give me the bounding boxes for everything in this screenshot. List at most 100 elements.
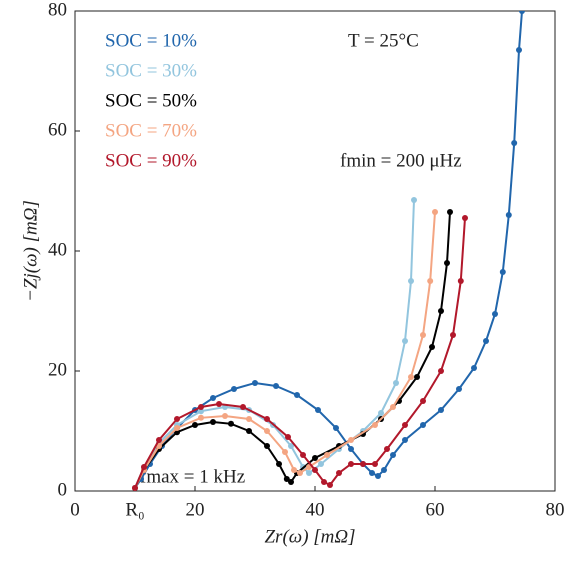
data-point xyxy=(420,398,426,404)
data-point xyxy=(288,479,294,485)
legend-entry: SOC = 70% xyxy=(105,120,197,141)
data-point xyxy=(457,278,464,284)
series-line xyxy=(134,199,415,489)
y-tick-label: 0 xyxy=(58,479,68,500)
data-point xyxy=(315,407,321,413)
legend-entry: SOC = 50% xyxy=(105,90,197,111)
annotation: T = 25°C xyxy=(348,30,419,51)
data-point xyxy=(276,461,282,467)
data-point xyxy=(390,404,396,410)
data-point xyxy=(456,386,462,392)
data-point xyxy=(198,414,204,421)
data-point xyxy=(174,416,180,422)
y-axis-label: −Zj(ω) [mΩ] xyxy=(20,200,41,302)
data-point xyxy=(511,140,518,146)
x-tick-label: 20 xyxy=(186,499,205,520)
data-point xyxy=(252,380,258,386)
data-point xyxy=(372,422,378,428)
data-point xyxy=(156,437,162,443)
data-point xyxy=(516,47,522,53)
data-point xyxy=(438,407,444,413)
data-point xyxy=(369,470,375,476)
data-point xyxy=(333,425,339,431)
data-point xyxy=(141,464,147,470)
data-point xyxy=(282,449,288,455)
data-point xyxy=(450,332,456,338)
data-point xyxy=(246,428,252,434)
data-point xyxy=(285,434,291,440)
x-tick-label: 60 xyxy=(426,499,445,520)
y-tick-label: 80 xyxy=(48,0,67,20)
y-tick-label: 40 xyxy=(48,239,67,260)
data-point xyxy=(438,368,444,374)
data-point xyxy=(312,467,318,473)
data-point xyxy=(420,332,426,338)
data-point xyxy=(294,392,300,398)
data-point xyxy=(411,197,417,203)
data-point xyxy=(348,461,354,467)
data-point xyxy=(192,422,198,428)
data-point xyxy=(324,452,330,458)
legend-entry: SOC = 90% xyxy=(105,150,197,171)
data-point xyxy=(264,428,270,434)
data-point xyxy=(462,215,468,221)
data-point xyxy=(390,452,396,458)
data-point xyxy=(420,422,426,428)
data-point xyxy=(336,470,342,476)
data-point xyxy=(246,416,252,422)
annotation: fmin = 200 μHz xyxy=(340,150,462,171)
data-point xyxy=(432,209,438,215)
x-axis-label: Zr(ω) [mΩ] xyxy=(264,526,355,547)
y-tick-label: 20 xyxy=(48,359,67,380)
data-point xyxy=(492,311,498,317)
x-tick-label: 0 xyxy=(70,499,80,520)
data-point xyxy=(402,422,408,428)
data-point xyxy=(402,338,408,344)
data-point xyxy=(198,408,204,415)
data-point xyxy=(288,443,294,449)
data-point xyxy=(360,461,366,467)
data-point xyxy=(240,404,246,410)
x-tick-label: 40 xyxy=(306,499,325,520)
data-point xyxy=(321,479,327,485)
y-tick-label: 60 xyxy=(48,119,67,140)
data-point xyxy=(216,401,222,407)
data-point xyxy=(348,446,354,452)
data-point xyxy=(306,470,312,476)
data-point xyxy=(381,467,387,473)
data-point xyxy=(378,410,384,416)
data-point xyxy=(222,413,228,419)
data-point xyxy=(318,461,324,467)
data-point xyxy=(273,383,279,389)
data-point xyxy=(210,395,216,401)
data-point xyxy=(198,404,204,410)
data-point xyxy=(471,365,477,371)
data-point xyxy=(384,446,390,452)
series-line xyxy=(134,211,436,489)
annotation: fmax = 1 kHz xyxy=(140,466,245,487)
data-point xyxy=(372,461,378,467)
series-line xyxy=(134,217,466,489)
x-tick-label: 80 xyxy=(546,499,565,520)
data-point xyxy=(291,467,297,473)
data-point xyxy=(393,380,399,386)
data-point xyxy=(228,420,234,427)
legend-entry: SOC = 30% xyxy=(105,60,197,81)
data-point xyxy=(429,344,435,350)
data-point xyxy=(210,419,216,425)
data-point xyxy=(408,278,414,284)
data-point xyxy=(444,260,450,266)
data-point xyxy=(264,443,270,449)
data-point xyxy=(447,209,453,215)
plot-area xyxy=(132,11,525,491)
x-tick-label: R₀ xyxy=(125,499,144,520)
data-point xyxy=(264,416,270,422)
data-point xyxy=(348,437,354,443)
data-point xyxy=(375,473,381,479)
data-point xyxy=(414,374,420,380)
data-point xyxy=(483,338,489,344)
data-point xyxy=(231,386,237,392)
data-point xyxy=(297,470,303,476)
data-point xyxy=(427,278,434,284)
